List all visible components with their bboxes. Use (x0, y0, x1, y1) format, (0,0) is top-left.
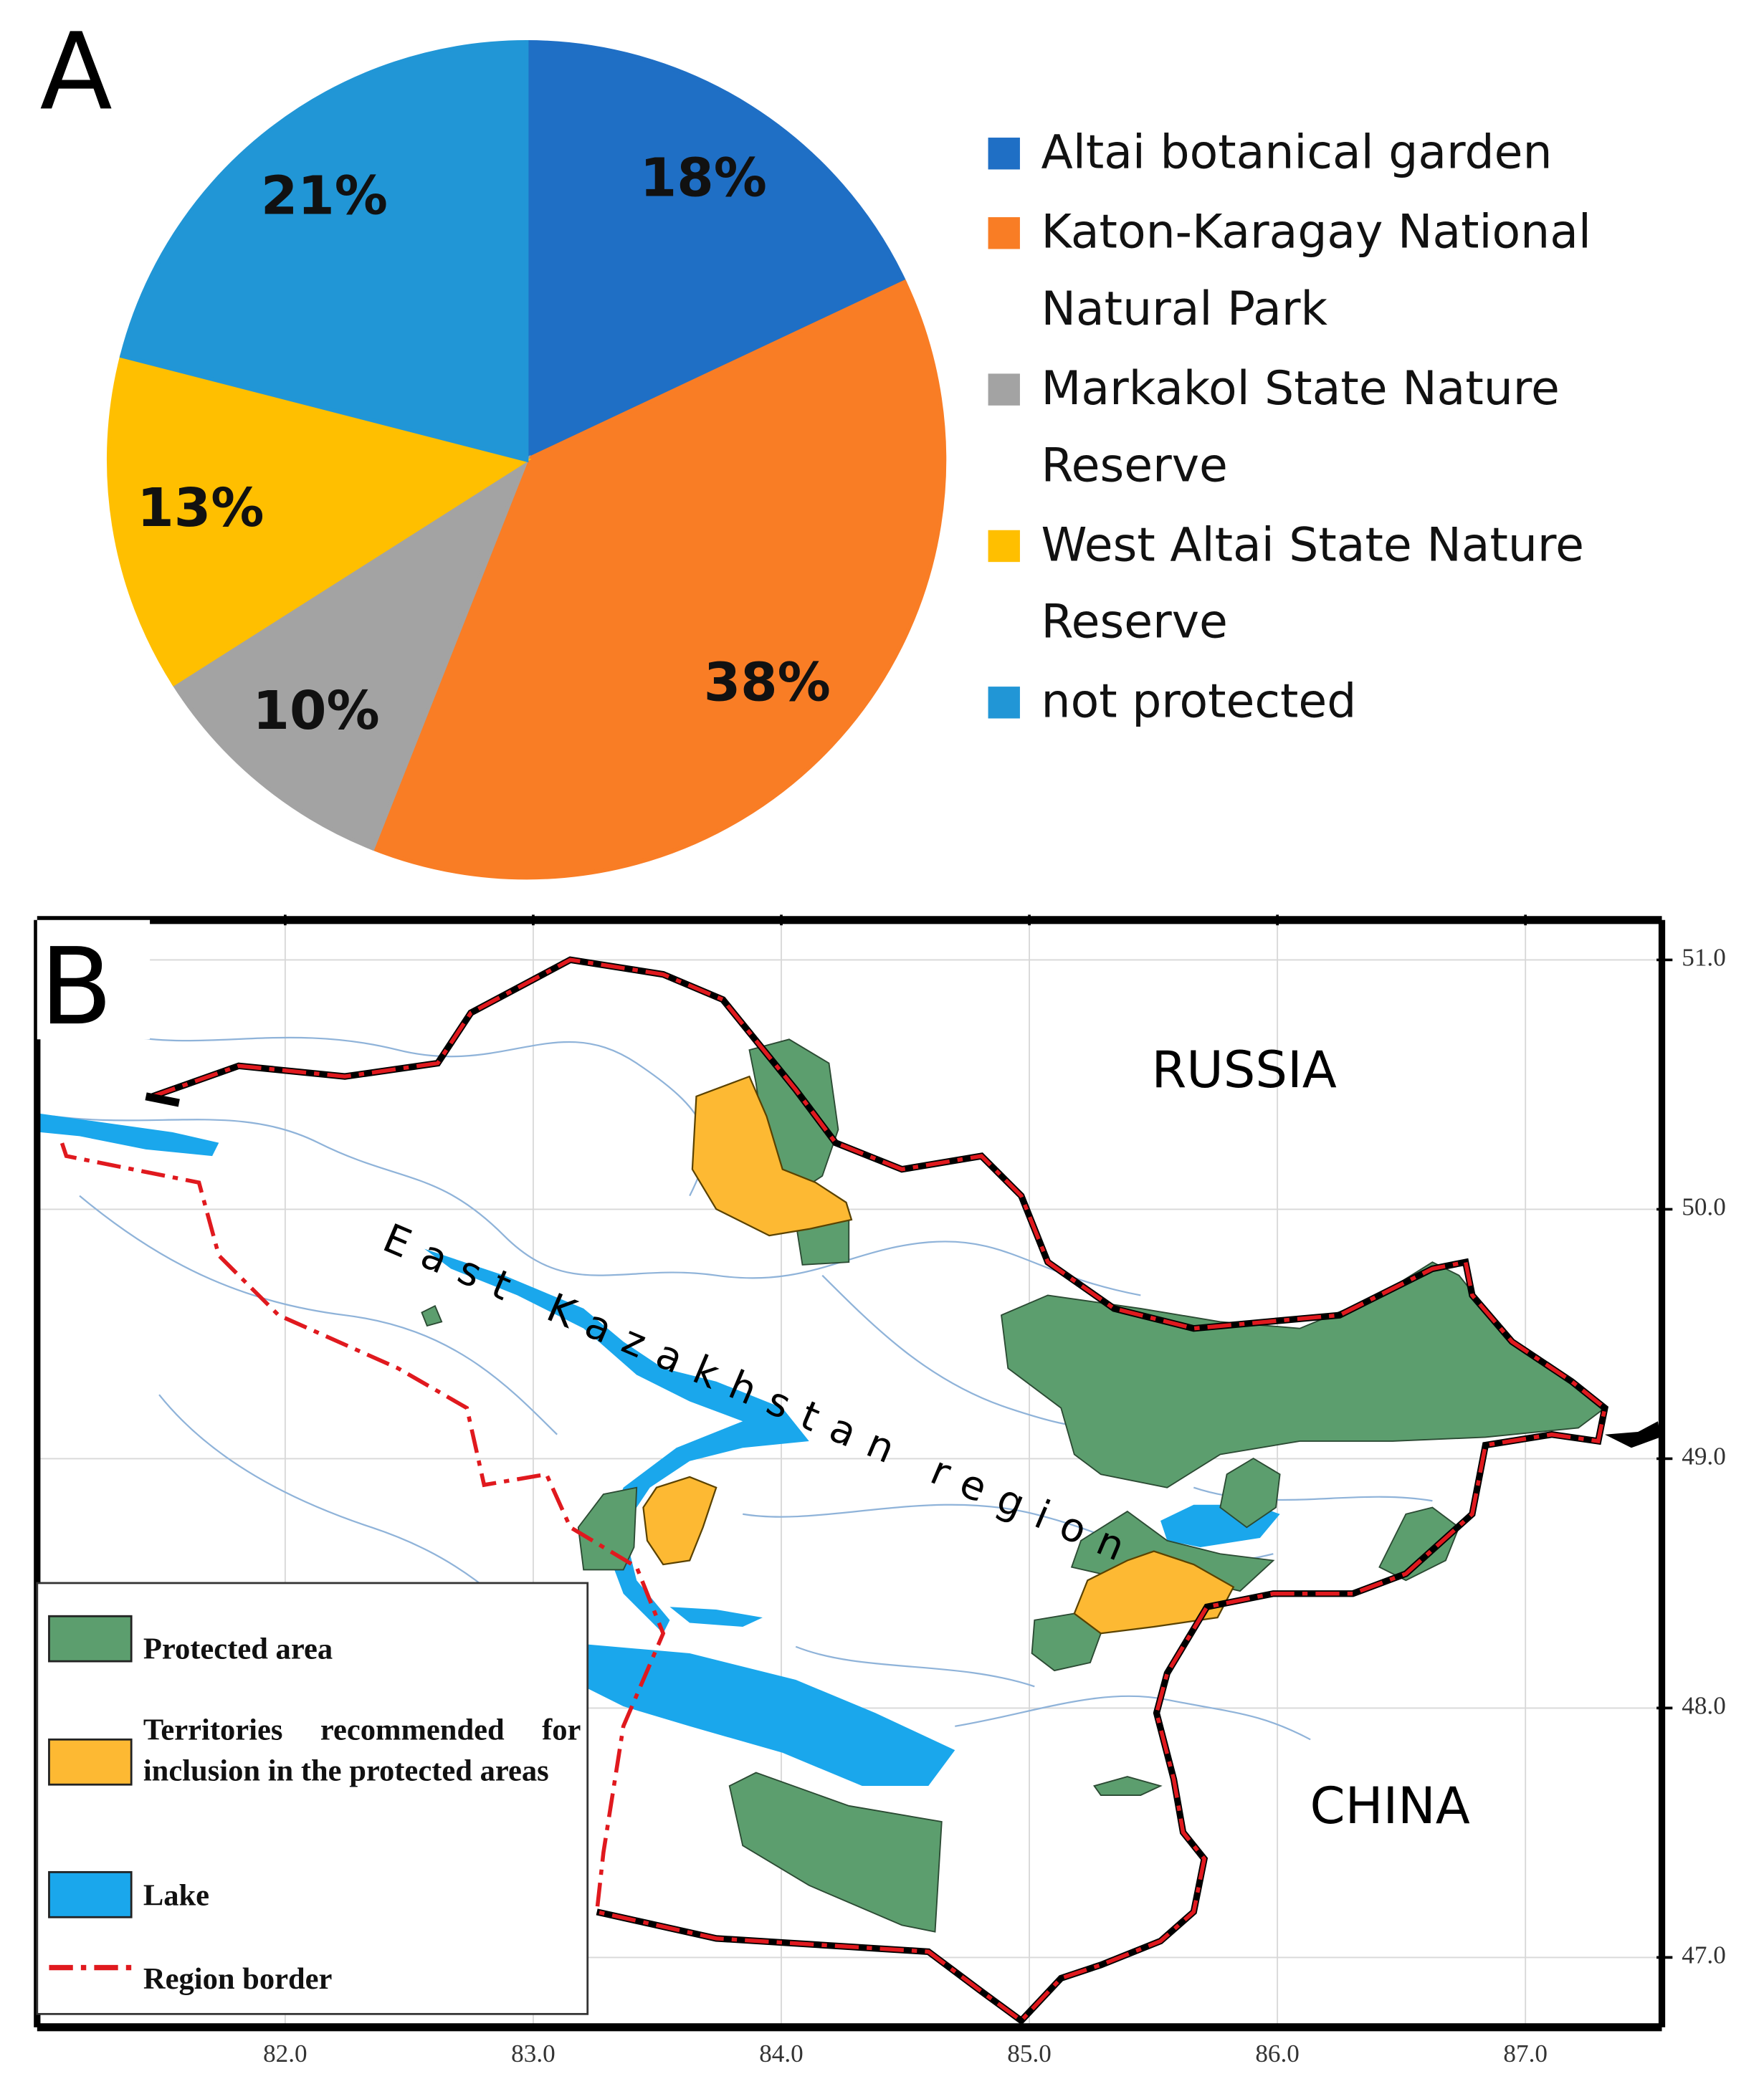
legend-item: Altai botanical garden (988, 115, 1612, 192)
x-tick-label: 84.0 (759, 2040, 804, 2068)
legend-swatch (988, 530, 1020, 563)
legend-label: Katon-Karagay National Natural Park (1041, 206, 1591, 337)
region-border (57, 957, 1608, 2024)
country-label: RUSSIA (1151, 1041, 1336, 1099)
map: RUSSIA CHINA East Kazakhstan region B 82… (34, 914, 1726, 2068)
y-tick-label: 47.0 (1682, 1941, 1726, 1969)
panel-label: A (40, 10, 113, 133)
y-tick-label: 50.0 (1682, 1192, 1726, 1220)
legend-item: Katon-Karagay National Natural Park (988, 195, 1612, 349)
data-label: 38% (704, 651, 831, 713)
y-tick-label: 51.0 (1682, 944, 1726, 972)
y-tick-label: 49.0 (1682, 1442, 1726, 1470)
x-tick-label: 82.0 (263, 2040, 307, 2068)
region-outline (151, 956, 1609, 2025)
recommended-areas (642, 1075, 1235, 1635)
legend-item: not protected (988, 664, 1612, 741)
border-fragment (1604, 1421, 1661, 1448)
pie-slice (119, 40, 529, 463)
x-tick-label: 87.0 (1503, 2040, 1548, 2068)
data-label: 13% (137, 477, 264, 539)
panel-label: B (40, 925, 113, 1048)
legend-box: Altai botanical garden Katon-Karagay Nati… (988, 115, 1612, 741)
legend-swatch (48, 1870, 133, 1918)
country-label: CHINA (1310, 1777, 1470, 1835)
pie-slice (171, 454, 531, 851)
x-tick-label: 85.0 (1007, 2040, 1052, 2068)
x-tick-label: 83.0 (511, 2040, 556, 2068)
legend-label: Territories recommended for inclusion in… (143, 1713, 581, 1787)
x-tick-label: 86.0 (1255, 2040, 1300, 2068)
data-label: 18% (640, 147, 767, 209)
legend-swatch (988, 138, 1020, 170)
legend-label: Altai botanical garden (1041, 127, 1553, 181)
legend-swatch (988, 687, 1020, 719)
legend-label: not protected (1041, 676, 1357, 730)
legend-label: Lake (143, 1878, 210, 1912)
data-label: 21% (261, 165, 388, 226)
legend-swatch (48, 1615, 133, 1663)
legend-label: West Altai State Nature Reserve (1041, 519, 1584, 650)
legend: Altai botanical garden Katon-Karagay Nati… (988, 115, 1612, 741)
legend-text-box: Lake (143, 1878, 210, 1912)
legend-label: Protected area (143, 1632, 333, 1665)
label-backdrop (37, 919, 151, 1040)
map-legend: Protected area Territories recommended fo… (48, 1615, 581, 1996)
legend-swatch (988, 373, 1020, 406)
pie-slice (524, 40, 907, 464)
pie-chart: 18% 38% 10% 13% 21% (107, 40, 947, 880)
legend-label: Markakol State Nature Reserve (1041, 363, 1560, 493)
legend-text-box: Territories recommended for inclusion in… (143, 1713, 581, 1787)
legend-swatch (48, 1738, 133, 1786)
legend-swatch (988, 217, 1020, 249)
legend-text-box: Region border (143, 1962, 333, 1996)
legend-item: Markakol State Nature Reserve (988, 351, 1612, 505)
y-tick-label: 48.0 (1682, 1691, 1726, 1719)
pie-slice (370, 279, 947, 880)
data-label: 10% (253, 680, 380, 742)
ticks: 82.0 83.0 84.0 85.0 86.0 87.0 51.0 50.0 49.0 48.0… (263, 914, 1726, 2068)
legend-item: West Altai State Nature Reserve (988, 507, 1612, 661)
legend-label: Region border (143, 1962, 333, 1996)
legend-text-box: Protected area (143, 1632, 333, 1665)
pie-slice (107, 353, 532, 687)
border-fragment (145, 1092, 180, 1107)
